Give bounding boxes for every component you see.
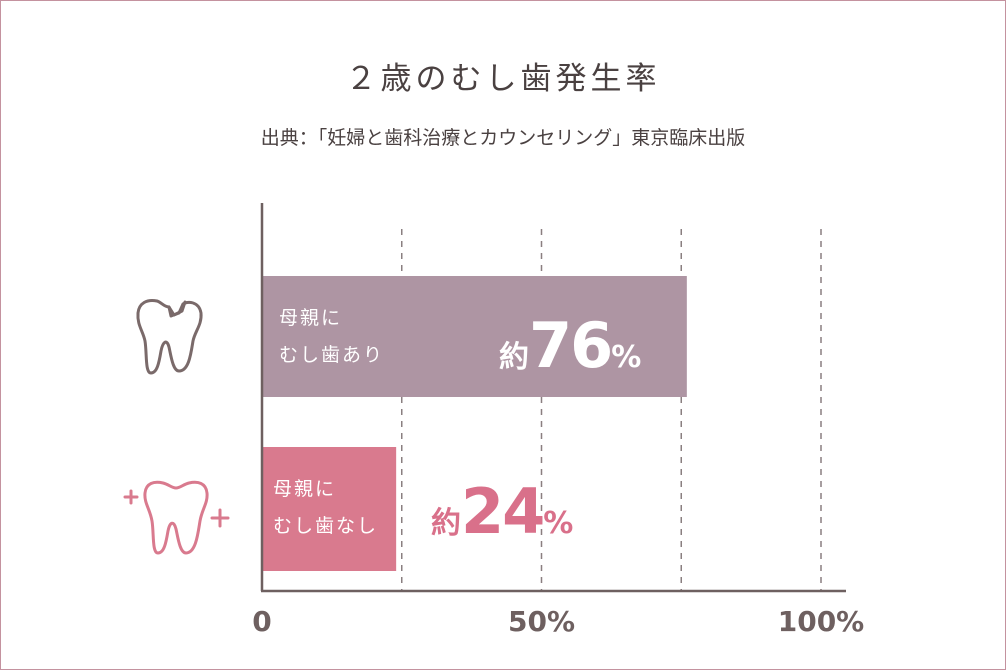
- bar: [262, 447, 397, 571]
- chart-source: 出典：「妊婦と歯科治療とカウンセリング」東京臨床出版: [261, 127, 746, 149]
- x-tick-labels: 0 50% 100%: [252, 605, 864, 638]
- decayed-tooth-icon: [136, 299, 203, 375]
- category-label: むし歯なし: [273, 515, 378, 537]
- bars: [262, 276, 687, 571]
- value-labels: 約76% 約24%: [431, 309, 641, 548]
- category-label: 母親に: [279, 307, 342, 329]
- value-label: 約24%: [431, 475, 573, 548]
- plus-icon: [123, 489, 139, 505]
- category-label: 母親に: [273, 478, 336, 500]
- bar: [262, 276, 687, 397]
- value-label: 約76%: [499, 309, 641, 382]
- healthy-tooth-icon: [143, 480, 209, 555]
- x-tick-label: 0: [252, 605, 271, 638]
- category-label: むし歯あり: [279, 344, 384, 366]
- x-tick-label: 100%: [778, 605, 865, 638]
- chart-title: ２歳のむし歯発生率: [346, 61, 661, 97]
- plus-icon: [210, 508, 230, 528]
- x-tick-label: 50%: [508, 605, 575, 638]
